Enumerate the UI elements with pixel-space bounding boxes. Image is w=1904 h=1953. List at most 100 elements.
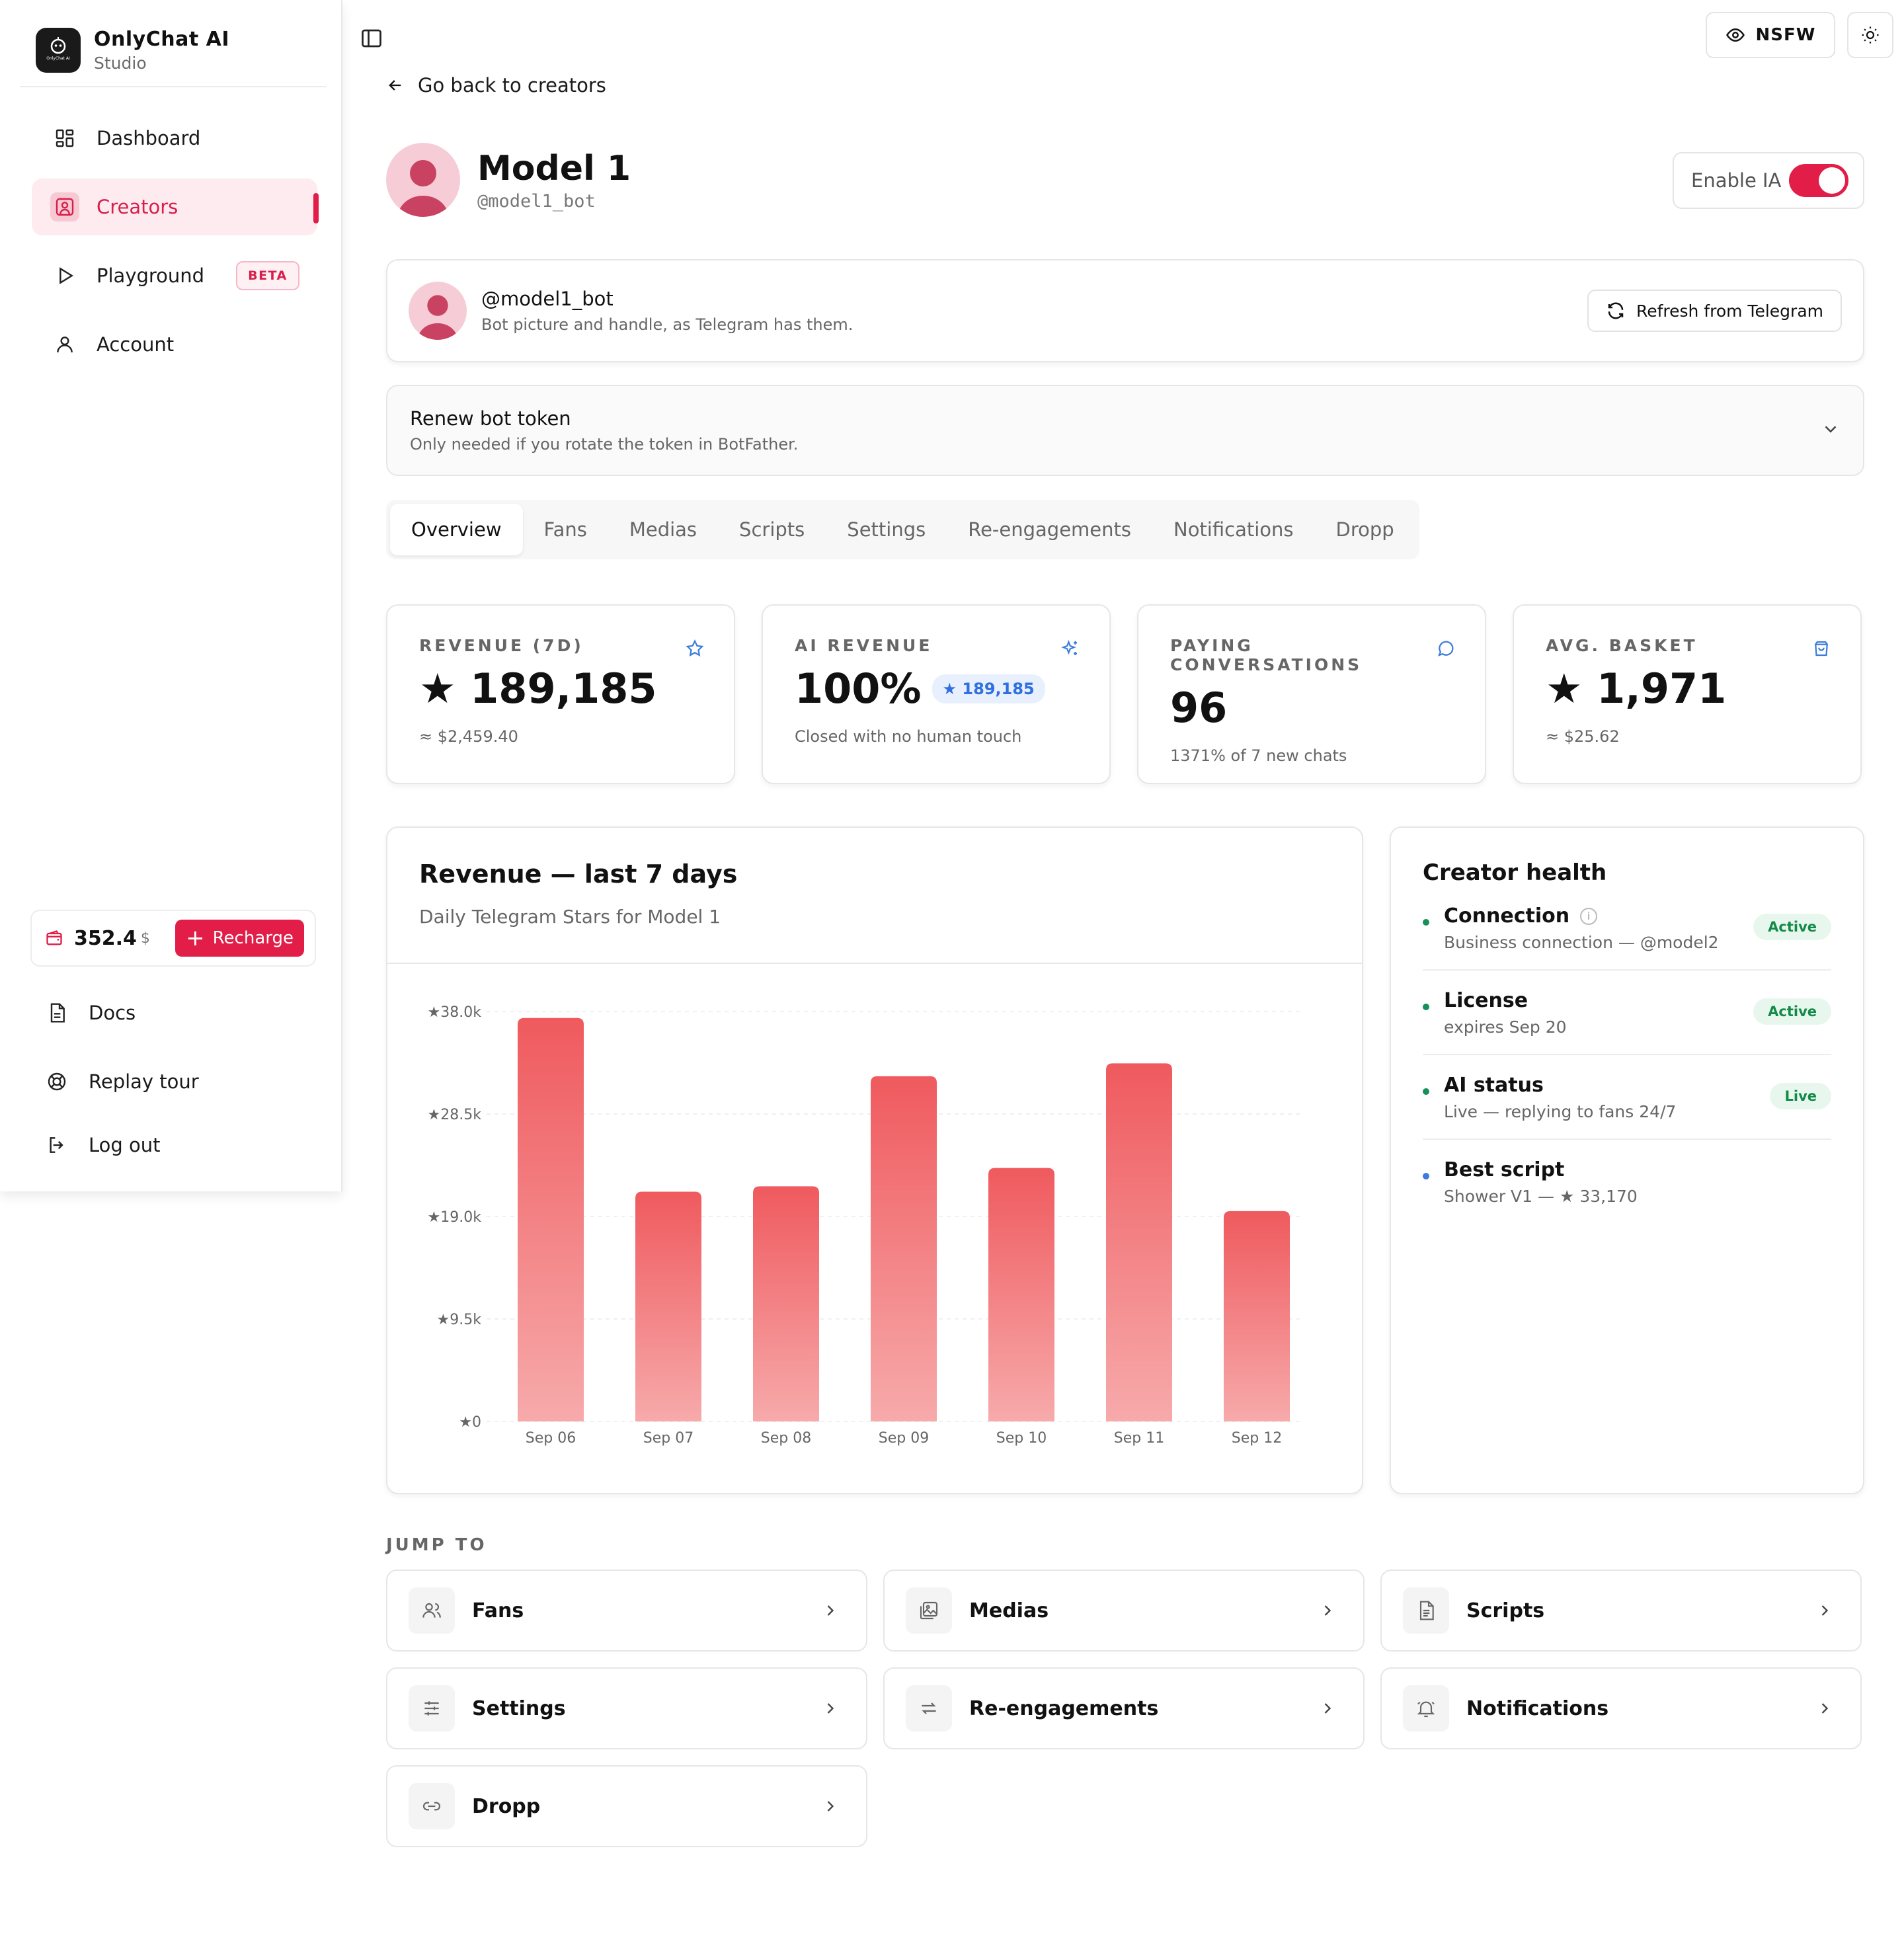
sidebar-item-dashboard[interactable]: Dashboard bbox=[32, 110, 317, 167]
tab-bar: Overview Fans Medias Scripts Settings Re… bbox=[386, 500, 1419, 559]
sidebar-item-creators[interactable]: Creators bbox=[32, 179, 319, 235]
tab-medias[interactable]: Medias bbox=[629, 518, 697, 541]
chart-bar[interactable] bbox=[518, 1017, 584, 1421]
info-icon[interactable]: i bbox=[1580, 907, 1598, 925]
y-tick-label: ★0 bbox=[459, 1414, 481, 1431]
stat-label: AI REVENUE bbox=[795, 636, 933, 655]
sun-icon bbox=[1862, 26, 1879, 44]
bot-avatar bbox=[409, 282, 467, 340]
bot-description: Bot picture and handle, as Telegram has … bbox=[481, 315, 853, 334]
jump-re-engagements[interactable]: Re-engagements bbox=[883, 1667, 1365, 1749]
tab-dropp[interactable]: Dropp bbox=[1335, 518, 1394, 541]
back-link-label: Go back to creators bbox=[418, 74, 606, 97]
tab-fans[interactable]: Fans bbox=[543, 518, 587, 541]
nsfw-button[interactable]: NSFW bbox=[1706, 12, 1835, 58]
nsfw-label: NSFW bbox=[1755, 25, 1816, 45]
jump-scripts[interactable]: Scripts bbox=[1380, 1570, 1862, 1652]
page-title: Model 1 bbox=[477, 148, 631, 188]
sidebar-item-account[interactable]: Account bbox=[32, 316, 317, 373]
x-tick-label: Sep 12 bbox=[1232, 1430, 1282, 1447]
chart-bar[interactable] bbox=[988, 1168, 1054, 1421]
chevron-right-icon bbox=[1318, 1699, 1337, 1718]
jump-medias[interactable]: Medias bbox=[883, 1570, 1365, 1652]
tab-notifications[interactable]: Notifications bbox=[1173, 518, 1294, 541]
jump-fans[interactable]: Fans bbox=[386, 1570, 867, 1652]
health-name: Best script bbox=[1444, 1158, 1565, 1181]
avatar bbox=[386, 143, 460, 217]
file-text-icon bbox=[1403, 1587, 1449, 1634]
health-name: AI status bbox=[1444, 1074, 1544, 1097]
chevron-down-icon bbox=[1821, 419, 1841, 439]
repeat-icon bbox=[906, 1685, 952, 1732]
renew-title: Renew bot token bbox=[410, 407, 571, 430]
sidebar-item-logout[interactable]: Log out bbox=[42, 1131, 161, 1160]
sidebar-item-playground[interactable]: Playground BETA bbox=[32, 247, 317, 304]
brand[interactable]: OnlyChat AI OnlyChat AI Studio bbox=[36, 28, 229, 73]
status-dot bbox=[1423, 919, 1429, 926]
chevron-right-icon bbox=[821, 1699, 840, 1718]
sidebar-item-docs[interactable]: Docs bbox=[42, 998, 136, 1027]
jump-notifications[interactable]: Notifications bbox=[1380, 1667, 1862, 1749]
renew-token-accordion[interactable]: Renew bot token Only needed if you rotat… bbox=[386, 385, 1864, 476]
avatar-placeholder-icon bbox=[398, 160, 448, 217]
back-to-creators-link[interactable]: Go back to creators bbox=[386, 74, 606, 97]
theme-toggle-button[interactable] bbox=[1847, 12, 1893, 58]
status-dot bbox=[1423, 1004, 1429, 1010]
chart-bar[interactable] bbox=[871, 1076, 937, 1421]
chart-bar[interactable] bbox=[1224, 1211, 1290, 1421]
sidebar-item-label: Docs bbox=[89, 1002, 136, 1024]
panel-toggle-icon[interactable] bbox=[360, 26, 386, 53]
health-name: License bbox=[1444, 989, 1528, 1012]
status-badge: Active bbox=[1753, 914, 1831, 940]
health-desc: Business connection — @model2 bbox=[1444, 933, 1719, 952]
stat-card-avg-basket: AVG. BASKET ★ 1,971 ≈ $25.62 bbox=[1513, 604, 1862, 784]
chart-bar[interactable] bbox=[1106, 1063, 1172, 1421]
shopping-bag-icon bbox=[1811, 639, 1831, 658]
enable-ia-toggle[interactable] bbox=[1789, 164, 1848, 197]
lifebuoy-icon bbox=[42, 1067, 71, 1096]
y-tick-label: ★19.0k bbox=[428, 1209, 482, 1226]
document-icon bbox=[42, 998, 71, 1027]
chevron-right-icon bbox=[821, 1797, 840, 1815]
chevron-right-icon bbox=[1815, 1601, 1834, 1620]
recharge-button[interactable]: + Recharge bbox=[175, 920, 304, 957]
divider bbox=[20, 86, 327, 87]
eye-icon bbox=[1726, 28, 1745, 42]
stat-label: AVG. BASKET bbox=[1546, 636, 1698, 655]
jump-settings[interactable]: Settings bbox=[386, 1667, 867, 1749]
tab-re-engagements[interactable]: Re-engagements bbox=[968, 518, 1131, 541]
active-indicator bbox=[313, 193, 319, 223]
wallet-icon bbox=[45, 929, 63, 947]
health-item-ai-status: AI status Live — replying to fans 24/7 L… bbox=[1423, 1055, 1831, 1140]
jump-label: Re-engagements bbox=[969, 1696, 1159, 1720]
enable-ia-label: Enable IA bbox=[1691, 169, 1782, 192]
refresh-from-telegram-button[interactable]: Refresh from Telegram bbox=[1587, 290, 1842, 332]
brand-name: OnlyChat AI bbox=[94, 28, 229, 51]
chart-bar[interactable] bbox=[635, 1191, 701, 1421]
stat-card-paying-conversations: PAYING CONVERSATIONS 96 1371% of 7 new c… bbox=[1137, 604, 1486, 784]
creator-profile: Model 1 @model1_bot bbox=[386, 143, 631, 217]
brand-subtitle: Studio bbox=[94, 54, 147, 73]
chart-subtitle: Daily Telegram Stars for Model 1 bbox=[419, 906, 721, 928]
revenue-chart-card: Revenue — last 7 days Daily Telegram Sta… bbox=[386, 826, 1363, 1494]
sidebar-item-label: Playground bbox=[97, 264, 205, 287]
tab-scripts[interactable]: Scripts bbox=[739, 518, 805, 541]
tab-settings[interactable]: Settings bbox=[847, 518, 926, 541]
arrow-left-icon bbox=[389, 80, 401, 91]
x-tick-label: Sep 07 bbox=[643, 1430, 694, 1447]
stat-value: ★ 189,185 bbox=[419, 664, 657, 713]
chart-bar[interactable] bbox=[753, 1186, 819, 1421]
chevron-right-icon bbox=[821, 1601, 840, 1620]
stat-pill: ★ 189,185 bbox=[932, 674, 1045, 703]
jump-to-heading: JUMP TO bbox=[386, 1535, 487, 1555]
status-badge: Live bbox=[1770, 1083, 1831, 1109]
y-tick-label: ★38.0k bbox=[428, 1004, 482, 1021]
tab-overview[interactable]: Overview bbox=[390, 504, 523, 555]
user-icon bbox=[50, 330, 79, 359]
jump-dropp[interactable]: Dropp bbox=[386, 1765, 867, 1847]
images-icon bbox=[906, 1587, 952, 1634]
health-desc: Shower V1 — ★ 33,170 bbox=[1444, 1187, 1638, 1206]
sidebar-item-label: Account bbox=[97, 333, 175, 356]
health-item-connection: Connection i Business connection — @model… bbox=[1423, 886, 1831, 971]
sidebar-item-replay-tour[interactable]: Replay tour bbox=[42, 1067, 199, 1096]
